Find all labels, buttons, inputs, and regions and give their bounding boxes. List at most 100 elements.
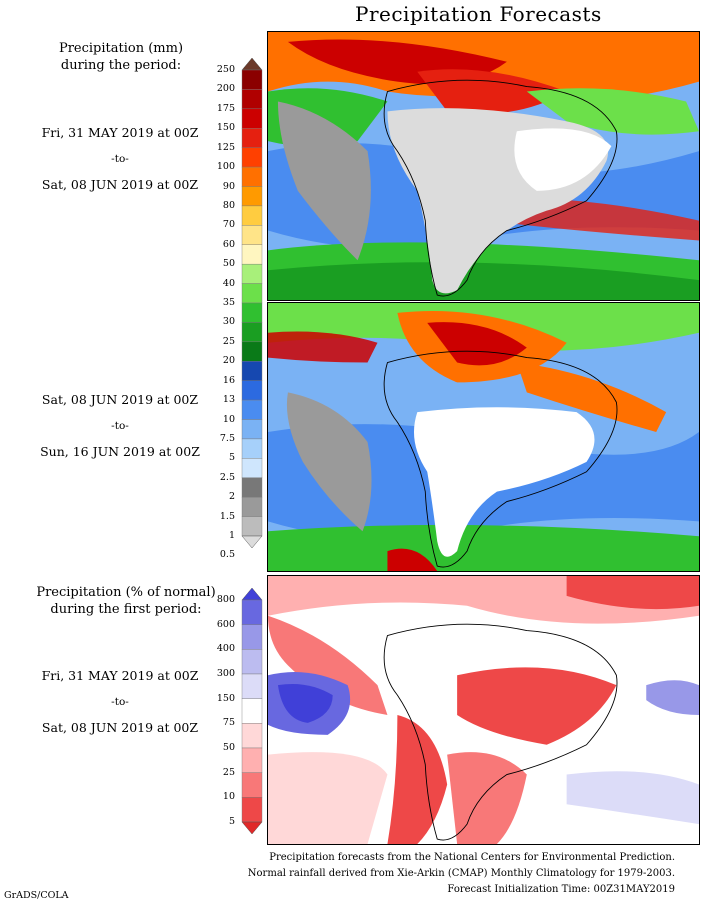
precip-colorbar-svg [241, 57, 263, 549]
colorbar-tick-label: 50 [222, 258, 235, 270]
colorbar-swatch [241, 458, 263, 478]
colorbar-tick-label: 1.5 [219, 510, 235, 522]
colorbar-bottom-arrow [241, 821, 263, 835]
panel3-header: Precipitation (% of normal) during the f… [26, 584, 226, 618]
map-pct-svg [268, 576, 699, 844]
colorbar-tick-label: 2.5 [219, 471, 235, 483]
colorbar-tick-label: 70 [222, 219, 235, 231]
colorbar-tick-label: 800 [216, 594, 235, 605]
colorbar-swatch [241, 438, 263, 459]
colorbar-swatch [241, 225, 263, 245]
colorbar-tick-label: 2 [228, 491, 235, 503]
precip-colorbar [241, 57, 263, 549]
colorbar-top-arrow [241, 57, 263, 71]
colorbar-swatch [241, 89, 263, 110]
panel3-period: Fri, 31 MAY 2019 at 00Z -to- Sat, 08 JUN… [20, 668, 220, 736]
colorbar-tick-label: 10 [222, 791, 235, 803]
map-panel-pct-normal [267, 575, 700, 845]
panel2-sep: -to- [111, 420, 129, 432]
colorbar-swatch [241, 673, 263, 699]
colorbar-tick-label: 200 [216, 83, 235, 95]
colorbar-swatch [241, 128, 263, 148]
colorbar-tick-label: 25 [222, 766, 235, 778]
colorbar-swatch [241, 166, 263, 187]
colorbar-tick-label: 1 [228, 530, 235, 541]
colorbar-swatch [241, 244, 263, 265]
colorbar-swatch [241, 419, 263, 440]
colorbar-tick-label: 30 [222, 316, 235, 328]
panel3-end: Sat, 08 JUN 2019 at 00Z [41, 720, 199, 735]
panel1-start: Fri, 31 MAY 2019 at 00Z [41, 125, 199, 140]
colorbar-swatch [241, 723, 263, 749]
footer-notes: Precipitation forecasts from the Nationa… [248, 850, 675, 898]
footer-line1: Precipitation forecasts from the Nationa… [269, 852, 675, 863]
colorbar-tick-label: 50 [222, 742, 235, 753]
credit-label: GrADS/COLA [4, 890, 69, 901]
colorbar-swatch [241, 361, 263, 381]
pct-colorbar [241, 587, 263, 835]
panel2-start: Sat, 08 JUN 2019 at 00Z [41, 392, 199, 407]
colorbar-swatch [241, 496, 263, 517]
colorbar-tick-label: 150 [216, 122, 235, 134]
colorbar-tick-label: 150 [216, 692, 235, 704]
page-title: Precipitation Forecasts [355, 2, 602, 26]
panel1-end: Sat, 08 JUN 2019 at 00Z [41, 177, 199, 192]
colorbar-tick-label: 80 [222, 199, 235, 211]
panel3-start: Fri, 31 MAY 2019 at 00Z [41, 668, 199, 683]
colorbar-swatch [241, 69, 263, 90]
panel3-sep: -to- [111, 696, 129, 708]
panel1-header-line1: Precipitation (mm) [58, 41, 184, 56]
colorbar-tick-label: 20 [222, 355, 235, 367]
colorbar-swatch [241, 380, 263, 401]
footer-line2: Normal rainfall derived from Xie-Arkin (… [247, 868, 675, 879]
colorbar-swatch [241, 698, 263, 724]
panel1-header-line2: during the period: [60, 58, 182, 73]
panel2-end: Sun, 16 JUN 2019 at 00Z [40, 444, 200, 459]
colorbar-swatch [241, 186, 263, 207]
colorbar-tick-label: 100 [216, 161, 235, 173]
colorbar-top-arrow [241, 587, 263, 601]
colorbar-tick-label: 7.5 [219, 432, 235, 444]
pct-colorbar-svg [241, 587, 263, 835]
panel1-period: Fri, 31 MAY 2019 at 00Z -to- Sat, 08 JUN… [20, 125, 220, 193]
map-week2-svg [268, 303, 699, 571]
panel2-period: Sat, 08 JUN 2019 at 00Z -to- Sun, 16 JUN… [20, 392, 220, 460]
colorbar-tick-label: 90 [222, 180, 235, 192]
colorbar-tick-label: 13 [222, 394, 235, 406]
colorbar-tick-label: 250 [216, 64, 235, 75]
colorbar-tick-label: 40 [222, 277, 235, 289]
panel1-header: Precipitation (mm) during the period: [46, 40, 196, 74]
colorbar-swatch [241, 147, 263, 168]
colorbar-swatch [241, 302, 263, 323]
colorbar-swatch [241, 322, 263, 343]
colorbar-tick-label: 125 [216, 141, 235, 153]
colorbar-tick-label: 35 [222, 297, 235, 308]
colorbar-swatch [241, 108, 263, 129]
colorbar-tick-label: 0.5 [219, 549, 235, 561]
footer-line3: Forecast Initialization Time: 00Z31MAY20… [447, 884, 675, 895]
colorbar-swatch [241, 516, 263, 537]
panel3-header-line1: Precipitation (% of normal) [36, 585, 216, 600]
colorbar-swatch [241, 599, 263, 625]
colorbar-swatch [241, 747, 263, 773]
colorbar-swatch [241, 477, 263, 498]
map-panel-week2 [267, 302, 700, 572]
colorbar-tick-label: 600 [216, 618, 235, 630]
colorbar-tick-label: 10 [222, 413, 235, 425]
panel3-header-line2: during the first period: [50, 602, 202, 617]
map-panel-week1 [267, 31, 700, 301]
colorbar-swatch [241, 772, 263, 798]
colorbar-swatch [241, 399, 263, 420]
colorbar-tick-label: 16 [222, 374, 235, 386]
colorbar-tick-label: 25 [222, 335, 235, 347]
colorbar-bottom-arrow [241, 535, 263, 549]
colorbar-tick-label: 5 [228, 816, 235, 827]
colorbar-swatch [241, 283, 263, 304]
colorbar-swatch [241, 624, 263, 650]
colorbar-tick-label: 175 [216, 102, 235, 114]
colorbar-tick-label: 300 [216, 668, 235, 679]
colorbar-swatch [241, 263, 263, 284]
colorbar-tick-label: 400 [216, 643, 235, 655]
colorbar-swatch [241, 205, 263, 226]
colorbar-swatch [241, 649, 263, 675]
